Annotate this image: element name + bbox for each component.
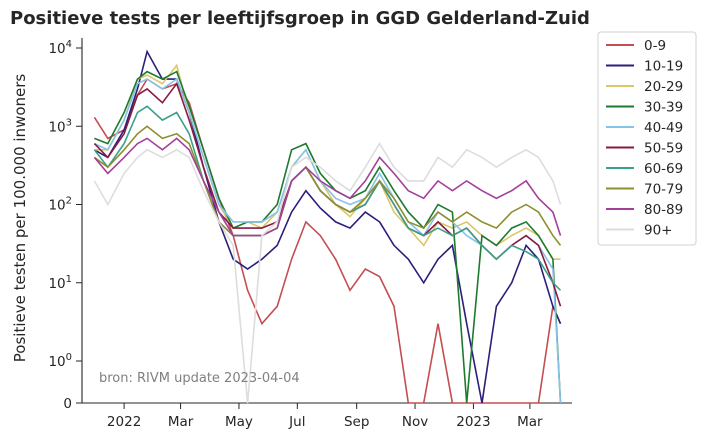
series-line-60-69: [93, 105, 562, 291]
x-tick-label: 2022: [107, 414, 141, 430]
series-line-90+: [93, 142, 562, 404]
series-line-80-89: [93, 137, 562, 237]
legend-label: 60-69: [644, 161, 683, 177]
y-tick-label: 0: [63, 396, 72, 412]
x-tick-label: Jul: [288, 414, 305, 430]
x-tick-label: 2023: [456, 414, 490, 430]
series-line-10-19: [94, 49, 562, 404]
plot-area: [93, 49, 562, 404]
y-tick-label: 104: [48, 39, 72, 57]
x-tick-label: Nov: [402, 414, 428, 430]
legend-label: 10-19: [644, 59, 683, 75]
y-ticks: 0 100 101 102 103 104: [48, 39, 82, 412]
legend-label: 90+: [644, 223, 673, 239]
source-annotation: bron: RIVM update 2023-04-04: [99, 371, 300, 386]
legend-label: 80-89: [644, 202, 683, 218]
legend-label: 40-49: [644, 120, 683, 136]
x-tick-label: Mar: [517, 414, 543, 430]
legend-label: 50-59: [644, 141, 683, 157]
y-axis-label: Positieve testen per 100.000 inwoners: [11, 74, 29, 363]
y-tick-label: 101: [48, 274, 72, 292]
series-line-0-9: [93, 77, 562, 404]
axes: [81, 38, 572, 404]
chart-title: Positieve tests per leeftijfsgroep in GG…: [10, 8, 590, 29]
x-tick-label: Sep: [344, 414, 369, 430]
series-line-30-39: [94, 70, 562, 404]
x-tick-label: Mar: [168, 414, 194, 430]
legend-label: 70-79: [644, 182, 683, 198]
y-tick-label: 100: [48, 352, 72, 370]
x-ticks: 2022 Mar May Jul Sep Nov 2023 Mar: [107, 403, 543, 430]
legend-label: 30-39: [644, 100, 683, 116]
x-tick-label: May: [225, 414, 253, 430]
y-tick-label: 103: [48, 117, 72, 135]
y-tick-label: 102: [48, 196, 72, 214]
legend-label: 0-9: [644, 38, 666, 54]
series-line-70-79: [93, 125, 562, 246]
legend-label: 20-29: [644, 79, 683, 95]
legend: 0-9 10-19 20-29 30-39 40-49 50-59 60-69 70-79 80…: [597, 31, 697, 246]
